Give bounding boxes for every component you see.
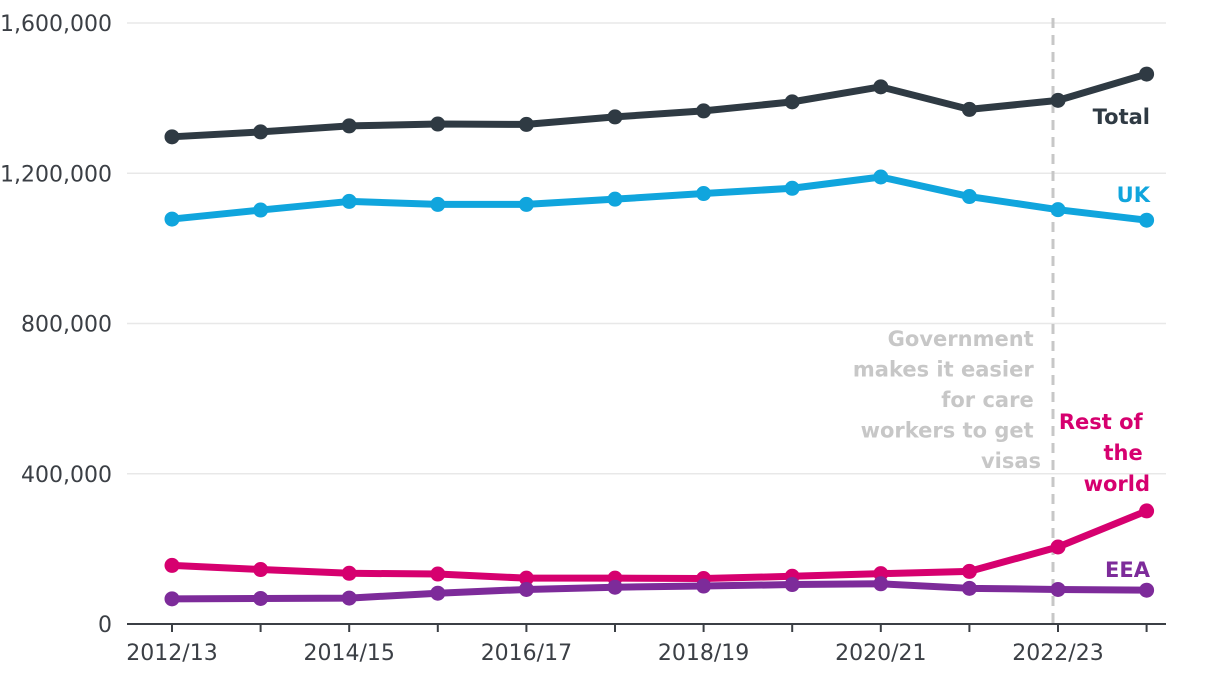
data-point-uk [784, 180, 800, 196]
data-point-total [961, 101, 977, 117]
y-tick-label: 1,200,000 [0, 162, 112, 187]
annotation: Government makes it easier for care work… [853, 18, 1055, 624]
series-labels: Total UK Rest of the world EEA [1059, 105, 1151, 582]
data-point-rest-of-the-world [253, 562, 269, 578]
series-label-eea-line-1: EEA [1105, 558, 1151, 582]
data-point-uk [961, 189, 977, 205]
data-point-uk [341, 193, 357, 209]
series-lines [164, 66, 1155, 607]
annotation-line-2: makes it easier [853, 358, 1034, 382]
data-point-total [607, 109, 623, 125]
y-tick-label: 800,000 [21, 313, 112, 338]
data-point-uk [253, 202, 269, 218]
data-point-total [341, 118, 357, 134]
data-point-eea [607, 579, 623, 595]
data-point-rest-of-the-world [1139, 503, 1155, 519]
y-tick-label: 1,600,000 [0, 12, 112, 37]
annotation-line-5: visas [981, 449, 1041, 473]
axes: 2012/13 2014/15 2016/17 2018/19 2020/21 2022/… [126, 623, 1166, 666]
data-point-total [253, 124, 269, 140]
data-point-eea [873, 576, 889, 592]
series-label-total: Total [1093, 105, 1150, 129]
data-point-total [164, 129, 180, 145]
series-line-uk [168, 173, 1151, 224]
series-label-rest-line-3: world [1084, 472, 1150, 496]
data-point-rest-of-the-world [430, 566, 446, 582]
annotation-text: Government makes it easier for care work… [853, 327, 1041, 473]
data-point-eea [961, 580, 977, 596]
data-point-rest-of-the-world [341, 565, 357, 581]
x-tick-label: 2022/23 [1012, 641, 1103, 666]
x-tick-label: 2014/15 [303, 641, 394, 666]
annotation-line-3: for care [941, 388, 1033, 412]
x-tick-label: 2020/21 [835, 641, 926, 666]
data-point-eea [696, 578, 712, 594]
data-point-rest-of-the-world [1050, 539, 1066, 555]
data-point-total [518, 116, 534, 132]
series-line-total [168, 70, 1151, 141]
data-point-uk [607, 191, 623, 207]
data-point-rest-of-the-world [518, 570, 534, 586]
data-point-total [784, 94, 800, 110]
y-tick-label: 400,000 [21, 463, 112, 488]
gridlines: 0 400,000 800,000 1,200,000 1,600,000 [0, 12, 1166, 638]
series-line-eea [168, 580, 1151, 603]
data-point-total [1139, 66, 1155, 82]
data-point-eea [430, 585, 446, 601]
data-point-uk [873, 169, 889, 185]
data-point-total [430, 116, 446, 132]
data-point-eea [253, 590, 269, 606]
data-point-rest-of-the-world [961, 563, 977, 579]
series-label-rest-line-1: Rest of [1059, 410, 1144, 434]
data-point-eea [164, 591, 180, 607]
data-point-eea [784, 577, 800, 593]
annotation-line-4: workers to get [861, 419, 1034, 443]
data-point-uk [430, 196, 446, 212]
data-point-eea [1050, 581, 1066, 597]
data-point-uk [518, 196, 534, 212]
y-tick-label: 0 [98, 613, 112, 638]
data-point-total [696, 103, 712, 119]
series-label-total-line-1: Total [1093, 105, 1150, 129]
x-tick-label: 2018/19 [658, 641, 749, 666]
data-point-eea [341, 590, 357, 606]
series-label-uk: UK [1117, 183, 1151, 207]
series-label-rest-line-2: the [1103, 441, 1142, 465]
series-label-uk-line-1: UK [1117, 183, 1151, 207]
data-point-eea [518, 581, 534, 597]
data-point-eea [1139, 582, 1155, 598]
series-label-eea: EEA [1105, 558, 1151, 582]
annotation-line-1: Government [888, 327, 1034, 351]
series-label-rest-of-the-world: Rest of the world [1059, 410, 1150, 496]
data-point-uk [1050, 202, 1066, 218]
data-point-rest-of-the-world [164, 557, 180, 573]
data-point-uk [164, 211, 180, 227]
data-point-uk [1139, 212, 1155, 228]
x-tick-label: 2012/13 [126, 641, 217, 666]
x-tick-label: 2016/17 [481, 641, 572, 666]
data-point-total [1050, 92, 1066, 108]
data-point-uk [696, 186, 712, 202]
series-line-rest-of-the-world [168, 507, 1151, 583]
data-point-total [873, 79, 889, 95]
